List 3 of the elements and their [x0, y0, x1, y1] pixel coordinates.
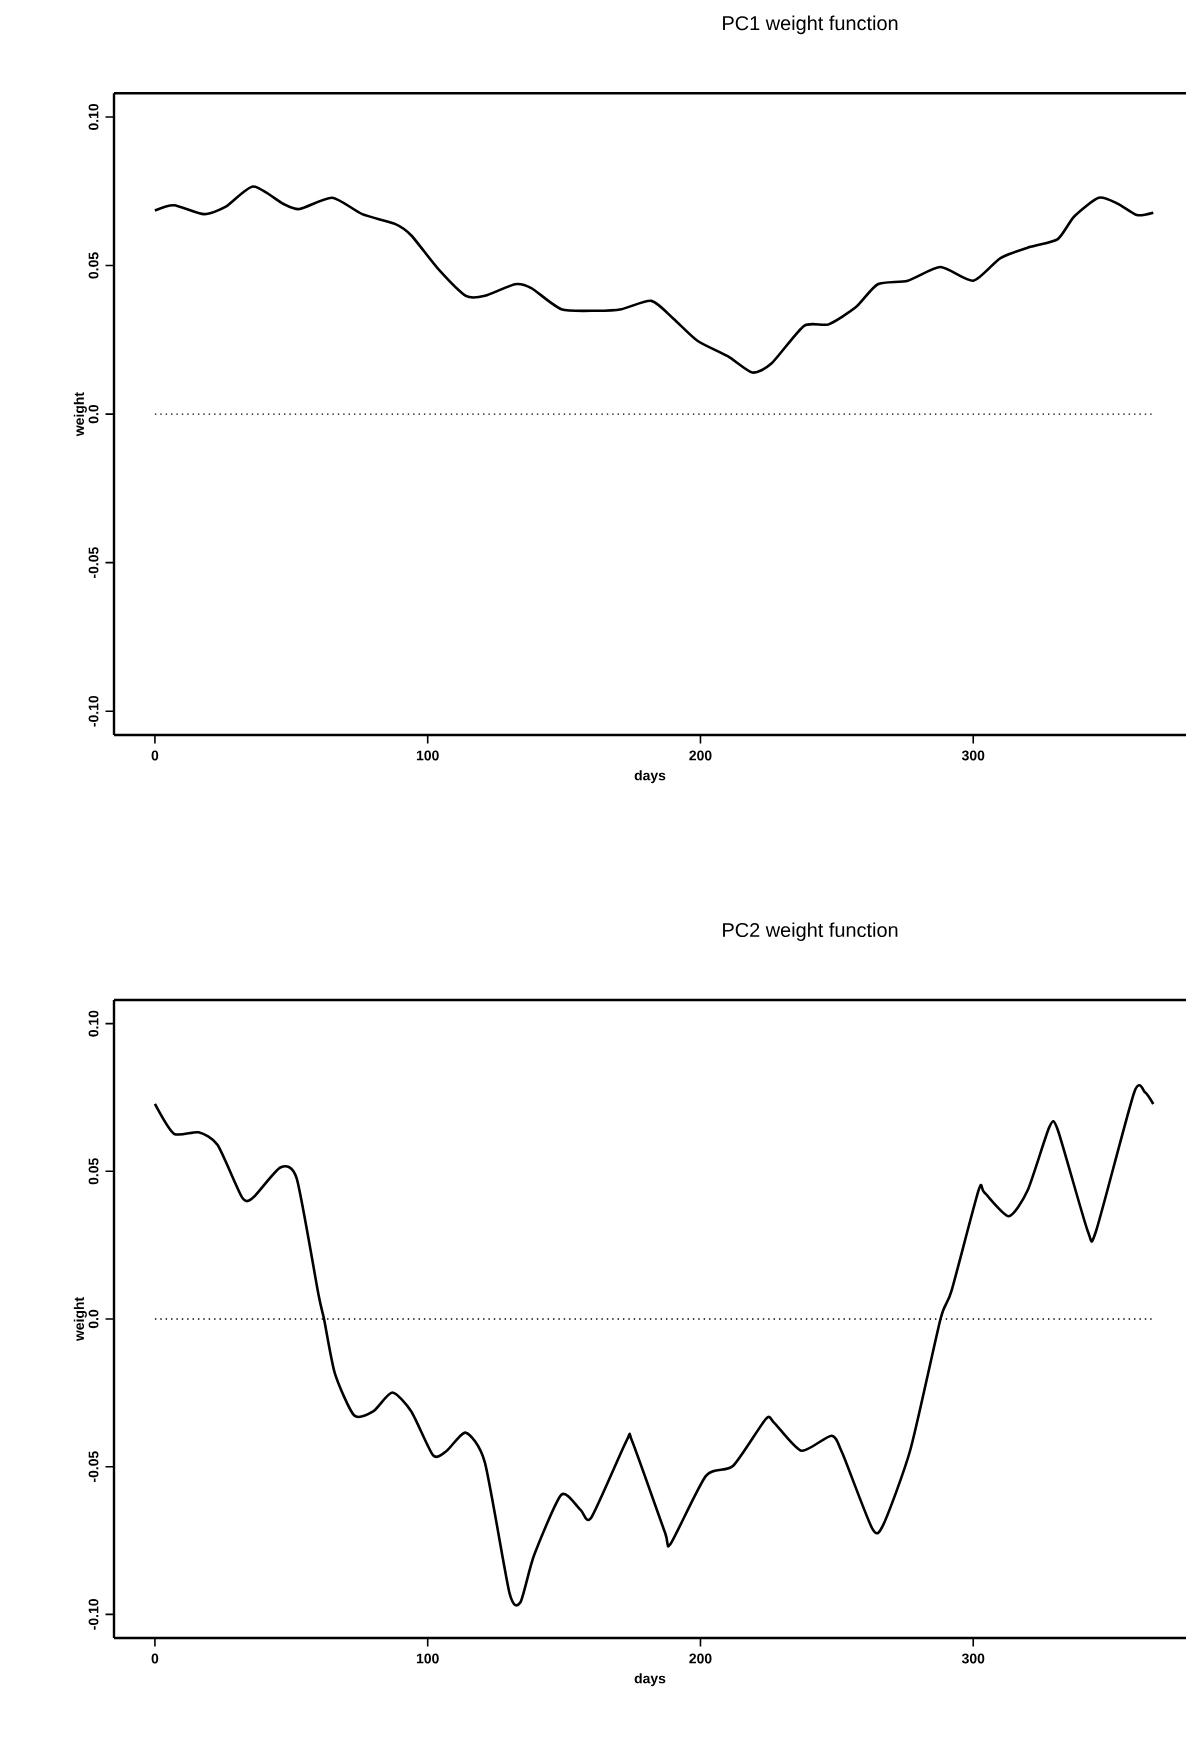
chart-title: PC1 weight function — [723, 15, 898, 35]
chart-title: PC2 weight function — [723, 922, 898, 941]
line-series — [153, 185, 1155, 374]
